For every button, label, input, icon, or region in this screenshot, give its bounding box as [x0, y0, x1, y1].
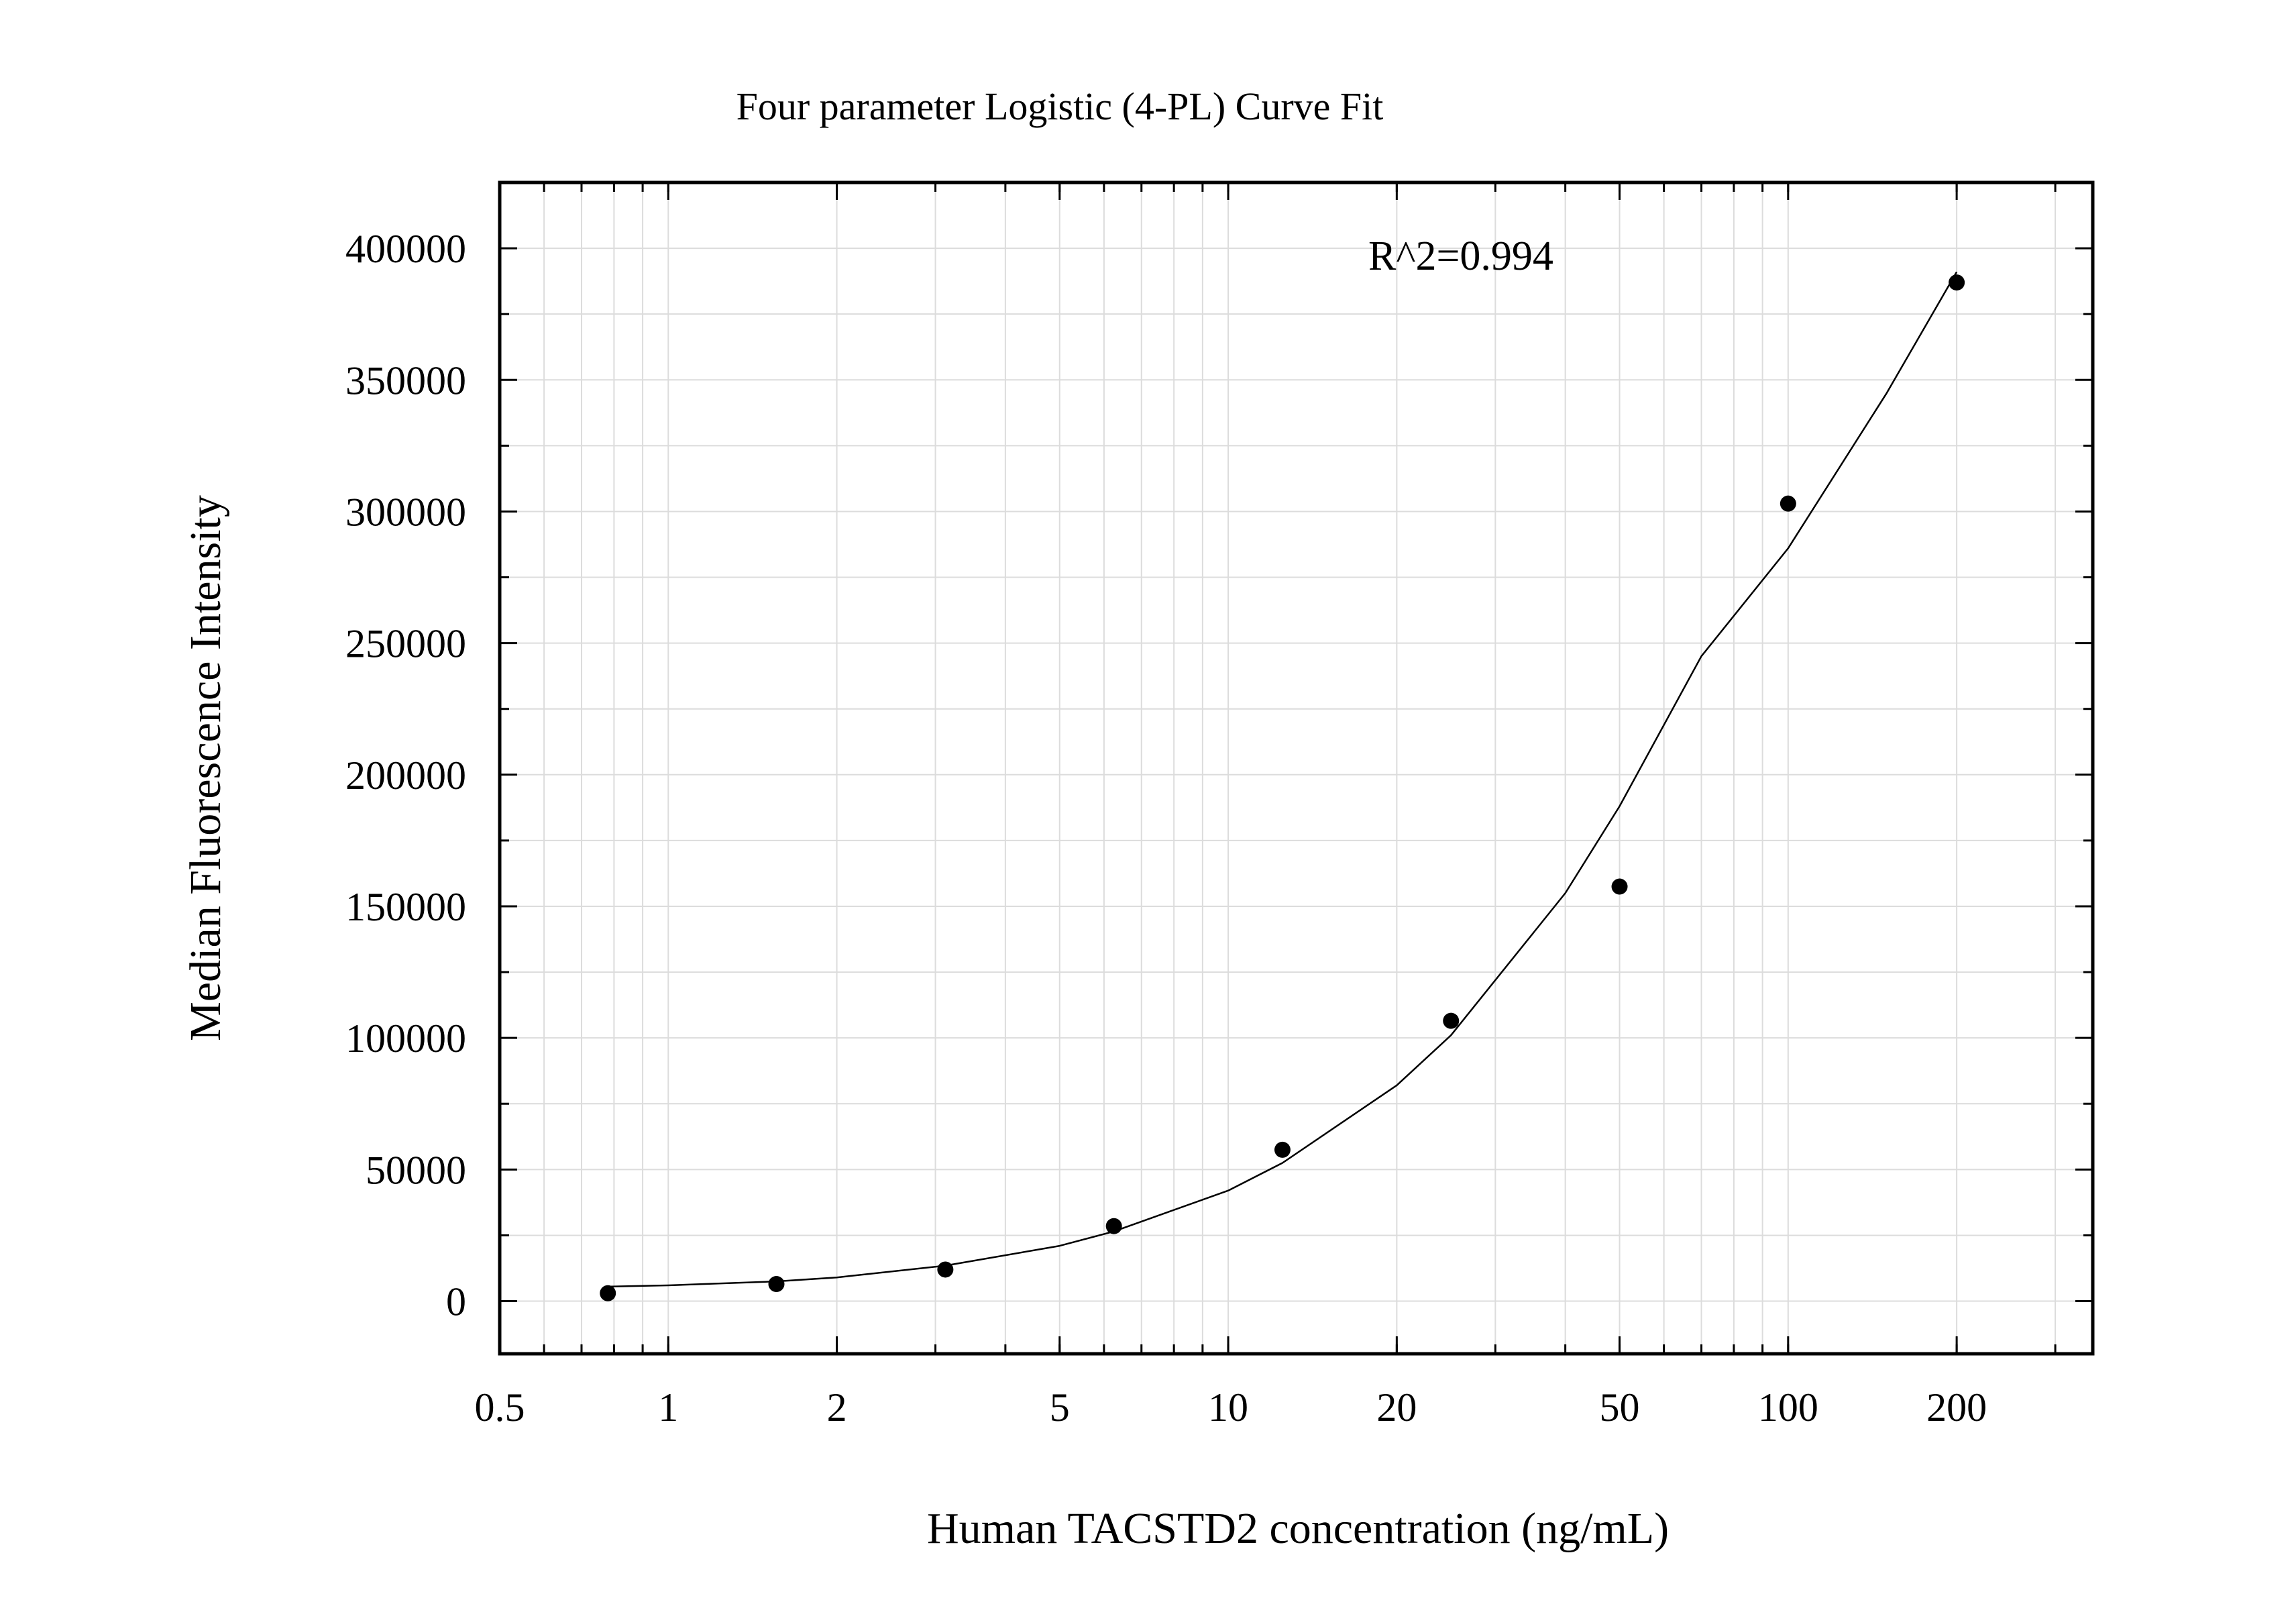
y-tick-label: 0 — [446, 1280, 466, 1324]
data-point — [768, 1276, 785, 1293]
x-tick-label: 20 — [1376, 1385, 1417, 1430]
y-axis-label: Median Fluorescence Intensity — [181, 495, 230, 1041]
fit-curve — [608, 271, 1958, 1288]
chart-title: Four parameter Logistic (4-PL) Curve Fit — [736, 85, 1384, 128]
grid — [500, 182, 2093, 1354]
data-point — [1443, 1012, 1460, 1029]
data-point — [1611, 878, 1628, 895]
x-tick-label: 2 — [827, 1385, 847, 1430]
y-tick-label: 50000 — [366, 1148, 466, 1192]
data-point — [600, 1285, 616, 1301]
data-point — [937, 1261, 954, 1278]
data-point — [1105, 1218, 1122, 1234]
x-tick-label: 100 — [1758, 1385, 1818, 1430]
y-tick-label: 150000 — [345, 885, 466, 929]
fit-curve-group — [608, 271, 1958, 1288]
x-tick-label: 10 — [1208, 1385, 1248, 1430]
data-point — [1949, 274, 1965, 291]
y-axis: 0 50000 100000 150000 200000 250000 300000 3500… — [345, 181, 2093, 1324]
y-tick-label: 400000 — [345, 227, 466, 271]
y-tick-label: 300000 — [345, 490, 466, 534]
x-tick-label: 50 — [1600, 1385, 1640, 1430]
data-point — [1780, 495, 1796, 512]
data-points — [600, 274, 1965, 1301]
data-point — [1274, 1141, 1291, 1158]
y-tick-label: 100000 — [345, 1016, 466, 1061]
x-axis-label: Human TACSTD2 concentration (ng/mL) — [927, 1504, 1669, 1553]
r-squared-annotation: R^2=0.994 — [1368, 233, 1553, 279]
x-tick-label: 0.5 — [475, 1385, 525, 1430]
plot-frame — [498, 180, 2095, 1356]
x-tick-label: 5 — [1050, 1385, 1070, 1430]
x-tick-label: 200 — [1926, 1385, 1987, 1430]
x-tick-label: 1 — [658, 1385, 678, 1430]
y-tick-label: 250000 — [345, 622, 466, 666]
y-tick-label: 200000 — [345, 753, 466, 798]
x-axis: 0.5 1 2 5 10 20 50 100 200 — [475, 182, 2057, 1430]
y-tick-label: 350000 — [345, 358, 466, 403]
